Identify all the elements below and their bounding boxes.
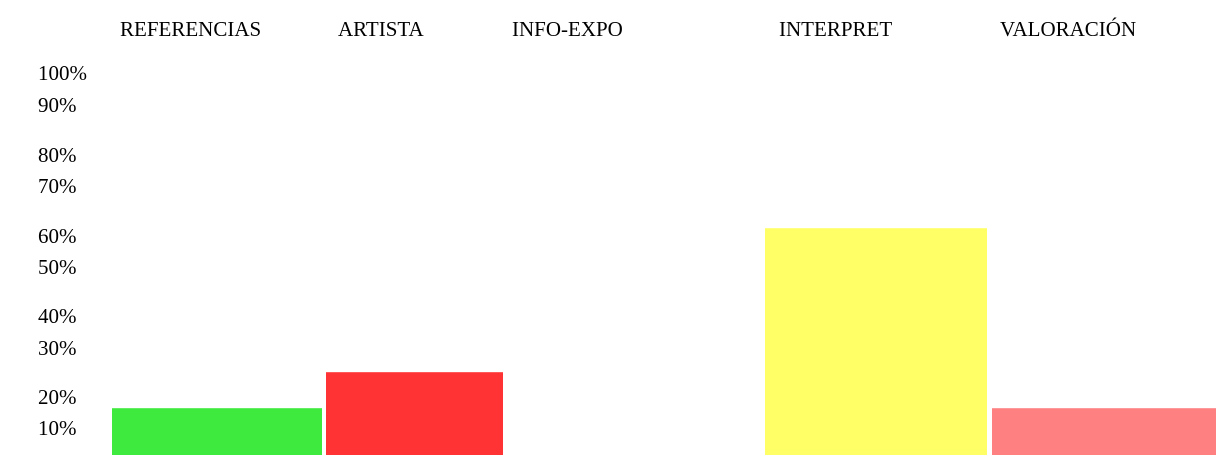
y-tick-label: 100% bbox=[38, 61, 87, 85]
bar-referencias bbox=[112, 408, 322, 455]
y-tick-label: 80% bbox=[38, 143, 77, 167]
y-tick-label: 60% bbox=[38, 224, 77, 248]
y-tick-label: 10% bbox=[38, 416, 77, 440]
y-tick-label: 30% bbox=[38, 336, 77, 360]
category-label-referencias: REFERENCIAS bbox=[120, 17, 261, 41]
y-tick-label: 70% bbox=[38, 174, 77, 198]
y-tick-label: 40% bbox=[38, 304, 77, 328]
category-label-valoración: VALORACIÓN bbox=[1000, 17, 1136, 41]
y-tick-label: 90% bbox=[38, 93, 77, 117]
y-tick-label: 20% bbox=[38, 385, 77, 409]
category-label-info-expo: INFO-EXPO bbox=[512, 17, 623, 41]
bar-valoración bbox=[992, 408, 1216, 455]
category-label-interpret: INTERPRET bbox=[779, 17, 892, 41]
y-tick-label: 50% bbox=[38, 255, 77, 279]
bar-interpret bbox=[765, 228, 987, 455]
category-label-artista: ARTISTA bbox=[338, 17, 425, 41]
bar-artista bbox=[326, 372, 503, 455]
